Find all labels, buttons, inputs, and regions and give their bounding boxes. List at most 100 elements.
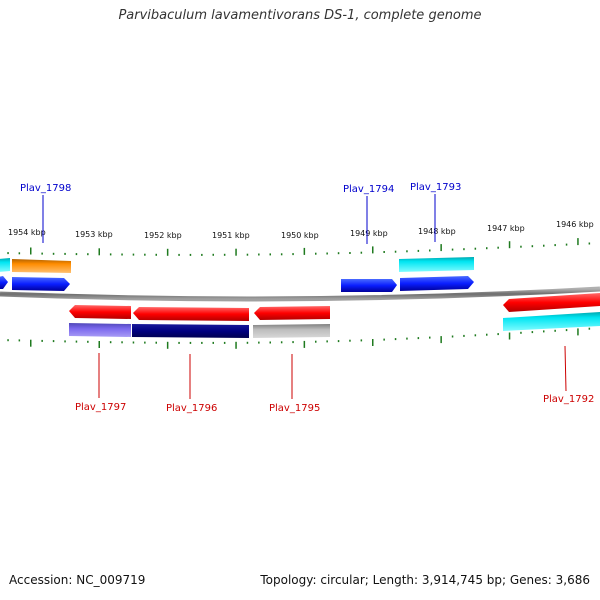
minor-tick: [543, 244, 545, 247]
minor-tick: [109, 253, 112, 256]
minor-tick: [52, 340, 55, 343]
gene-arrow-red-3: [254, 306, 330, 320]
minor-tick: [406, 337, 408, 340]
minor-tick: [144, 341, 146, 344]
gene-arrow-red-4: [503, 293, 600, 312]
kbp-scale-labels: 1954 kbp 1953 kbp 1952 kbp 1951 kbp 1950…: [8, 220, 594, 240]
gene-arrow-red-2: [133, 307, 249, 321]
kbp-label-1952: 1952 kbp: [144, 231, 182, 240]
minor-tick: [280, 253, 283, 256]
minor-tick: [144, 253, 146, 256]
upper-tick-row: [7, 238, 591, 256]
minor-tick: [258, 341, 260, 344]
major-tick: [98, 248, 100, 256]
minor-tick: [52, 252, 55, 255]
major-tick: [30, 247, 32, 255]
minor-tick: [394, 250, 397, 253]
minor-tick: [155, 341, 157, 344]
minor-tick: [349, 339, 351, 342]
minor-tick: [565, 243, 568, 246]
gene-bar-plav1797: [69, 323, 131, 337]
lower-inner-genes: [69, 293, 600, 321]
major-tick: [440, 336, 442, 344]
gene-label-plav1792: Plav_1792: [543, 394, 594, 405]
gene-arrow-plav1794: [341, 279, 397, 292]
gene-arrow-blue-4: [400, 276, 474, 291]
kbp-label-1949: 1949 kbp: [350, 229, 388, 238]
minor-tick: [280, 341, 283, 344]
major-tick: [235, 248, 237, 256]
major-tick: [577, 238, 579, 246]
minor-tick: [326, 340, 328, 343]
minor-tick: [531, 245, 534, 248]
gene-arrow-blue-left-edge: [0, 276, 8, 289]
gene-label-plav1797: Plav_1797: [75, 402, 126, 413]
upper-outer-genes: [0, 257, 474, 273]
minor-tick: [486, 333, 488, 336]
minor-tick: [132, 341, 135, 344]
major-tick: [372, 246, 374, 254]
minor-tick: [326, 252, 328, 255]
minor-tick: [429, 249, 431, 252]
major-tick: [372, 339, 374, 346]
minor-tick: [497, 246, 499, 249]
minor-tick: [201, 253, 203, 256]
minor-tick: [360, 339, 363, 342]
minor-tick: [155, 253, 157, 256]
minor-tick: [417, 337, 420, 340]
minor-tick: [463, 334, 465, 337]
minor-tick: [486, 247, 488, 250]
lower-outer-genes: [69, 312, 600, 338]
minor-tick: [543, 330, 545, 333]
minor-tick: [269, 341, 271, 344]
leader-plav1792: [564, 345, 567, 392]
gene-bar-cyan-left-edge: [0, 258, 10, 272]
minor-tick: [212, 253, 214, 256]
minor-tick: [315, 252, 317, 255]
genome-backbone: [0, 286, 600, 302]
gene-bar-plav1798: [12, 259, 71, 273]
kbp-label-1946: 1946 kbp: [556, 220, 594, 229]
major-tick: [303, 247, 306, 255]
minor-tick: [463, 248, 465, 251]
minor-tick: [360, 251, 363, 254]
minor-tick: [554, 244, 556, 247]
minor-tick: [41, 252, 43, 255]
minor-tick: [178, 253, 180, 256]
kbp-label-1951: 1951 kbp: [212, 231, 250, 240]
gene-label-plav1795: Plav_1795: [269, 403, 320, 414]
minor-tick: [223, 253, 226, 256]
minor-tick: [87, 253, 89, 256]
minor-tick: [258, 253, 260, 256]
major-tick: [235, 341, 237, 349]
gene-bar-plav1796: [132, 324, 249, 338]
upper-inner-genes: [0, 276, 474, 292]
minor-tick: [554, 329, 556, 332]
minor-tick: [189, 253, 192, 256]
gene-label-plav1796: Plav_1796: [166, 403, 217, 414]
major-tick: [166, 248, 169, 256]
minor-tick: [178, 341, 180, 344]
minor-tick: [121, 341, 123, 344]
genome-title: Parvibaculum lavamentivorans DS-1, compl…: [118, 8, 482, 23]
minor-tick: [474, 334, 477, 337]
minor-tick: [18, 339, 21, 342]
topology-text: Topology: circular; Length: 3,914,745 bp…: [260, 573, 590, 587]
minor-tick: [349, 252, 351, 254]
minor-tick: [520, 331, 522, 334]
minor-tick: [383, 251, 385, 253]
minor-tick: [64, 340, 66, 343]
gene-arrow-red-1: [69, 305, 131, 319]
minor-tick: [75, 340, 78, 343]
minor-tick: [18, 252, 21, 255]
gene-bar-plav1792: [503, 312, 600, 331]
gene-label-plav1793: Plav_1793: [410, 182, 461, 193]
minor-tick: [451, 248, 454, 251]
major-tick: [98, 341, 100, 348]
minor-tick: [474, 247, 477, 250]
gene-bar-plav1795: [253, 324, 330, 338]
kbp-label-1948: 1948 kbp: [418, 227, 456, 236]
major-tick: [166, 341, 169, 349]
kbp-label-1947: 1947 kbp: [487, 224, 525, 233]
